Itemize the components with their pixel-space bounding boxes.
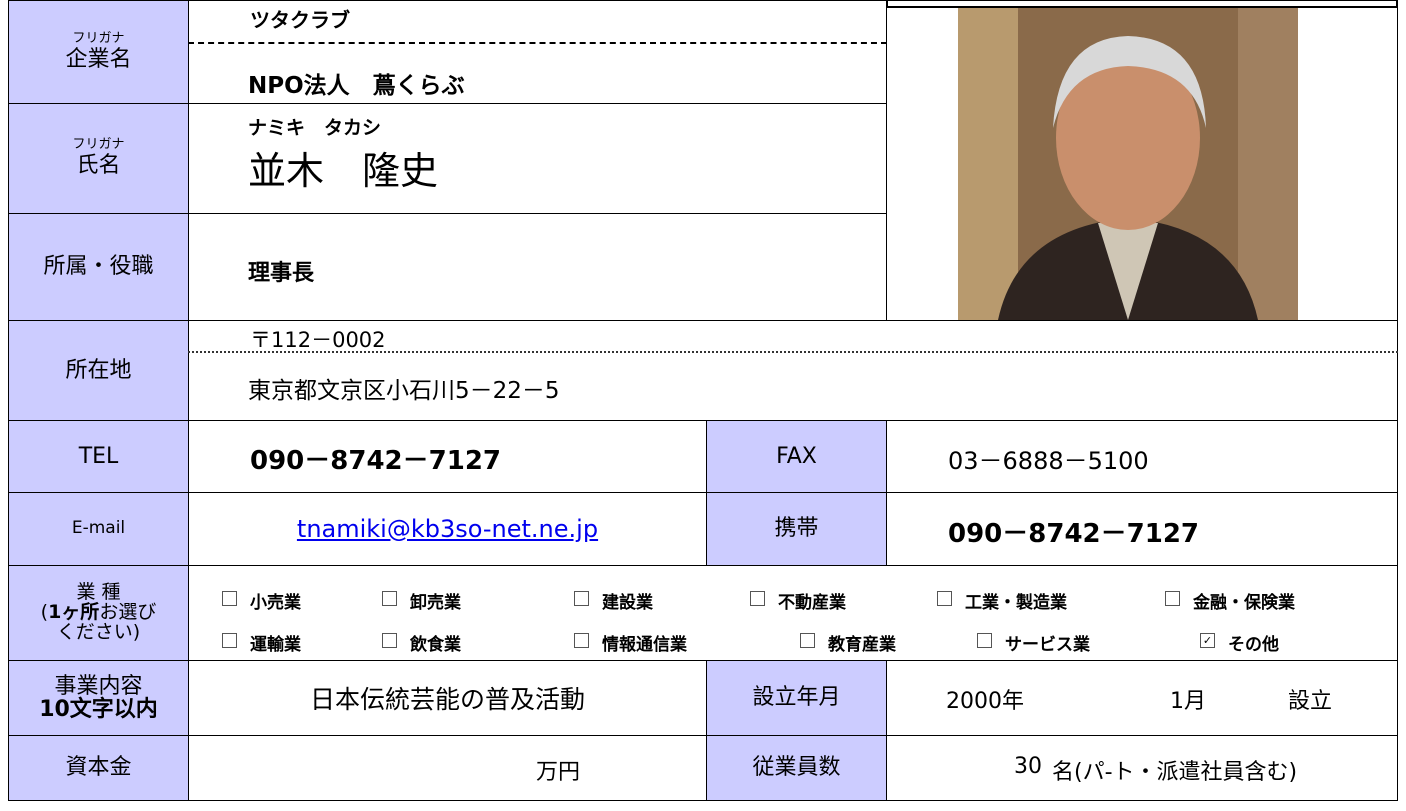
checkbox-label: 不動産業: [778, 593, 846, 613]
label-cell: 業 種 (1ヶ所お選び ください): [8, 565, 189, 661]
unit: 万円: [536, 760, 581, 785]
label-cell: 従業員数: [706, 735, 887, 801]
checkbox-label: 工業・製造業: [965, 593, 1067, 613]
cell: 日本伝統芸能の普及活動: [188, 660, 707, 736]
text: 1ヶ所: [48, 601, 100, 624]
label-cell: 所属・役職: [8, 213, 189, 321]
text: ください): [56, 620, 141, 643]
value: 日本伝統芸能の普及活動: [309, 685, 585, 714]
checkbox[interactable]: [977, 633, 992, 648]
zip: 〒112－0002: [250, 328, 386, 352]
divider: [188, 42, 887, 44]
label-note: 10文字以内: [39, 697, 158, 722]
checkbox[interactable]: [1165, 591, 1180, 606]
photo-bg: [1238, 8, 1298, 320]
label: 所属・役職: [43, 254, 154, 280]
checkbox-label: 卸売業: [410, 593, 461, 613]
suffix: 設立: [1288, 689, 1333, 714]
checkbox[interactable]: [800, 633, 815, 648]
checkbox-label: その他: [1228, 635, 1279, 655]
label: 携帯: [774, 516, 819, 542]
checkbox[interactable]: [222, 633, 237, 648]
checkbox[interactable]: ✓: [1200, 633, 1215, 648]
checkbox[interactable]: [382, 633, 397, 648]
photo-shirt: [1098, 223, 1158, 320]
checkbox[interactable]: [574, 633, 589, 648]
checkbox[interactable]: [222, 591, 237, 606]
label-cell: 設立年月: [706, 660, 887, 736]
label-cell: TEL: [8, 420, 189, 493]
tel: 090－8742－7127: [250, 446, 501, 476]
checkbox-label: 建設業: [602, 593, 653, 613]
label: 企業名: [65, 46, 132, 72]
company-name: NPO法人 蔦くらぶ: [248, 73, 465, 99]
label: 氏名: [76, 153, 121, 179]
label-cell: 資本金: [8, 735, 189, 801]
address: 東京都文京区小石川5－22－5: [248, 378, 560, 404]
label: 所在地: [65, 357, 132, 383]
checkbox[interactable]: [382, 591, 397, 606]
label: フリガナ: [72, 137, 125, 153]
label: 事業内容: [54, 673, 143, 699]
fax: 03－6888－5100: [948, 447, 1149, 475]
label: 設立年月: [752, 685, 841, 711]
furigana: ナミキ タカシ: [248, 117, 382, 139]
photo: [958, 8, 1298, 320]
cell: [188, 565, 1398, 661]
month: 1月: [1170, 689, 1206, 714]
label-cell: 所在地: [8, 320, 189, 421]
checkbox-label: 情報通信業: [602, 635, 687, 655]
unit: 名(パ-ト・派遣社員含む): [1052, 760, 1298, 785]
label: TEL: [78, 443, 119, 469]
divider: [188, 351, 1398, 353]
person-name: 並木 隆史: [248, 149, 439, 193]
checkbox-label: 運輸業: [250, 635, 301, 655]
photo-face: [1056, 46, 1200, 230]
photo-hair: [1053, 36, 1206, 128]
text: お選び: [99, 601, 157, 624]
employees: 30: [1014, 754, 1042, 779]
label-cell: フリガナ 氏名: [8, 103, 189, 214]
cell: tnamiki@kb3so-net.ne.jp: [188, 492, 707, 566]
cell: [886, 735, 1398, 801]
label-note: (1ヶ所お選び: [40, 601, 157, 624]
checkbox-label: サービス業: [1005, 635, 1090, 655]
label: 従業員数: [752, 755, 841, 781]
position: 理事長: [248, 261, 315, 286]
cell: [188, 735, 707, 801]
checkbox[interactable]: [750, 591, 765, 606]
checkbox[interactable]: [574, 591, 589, 606]
label-cell: 携帯: [706, 492, 887, 566]
checkbox-label: 教育産業: [828, 635, 896, 655]
label: 資本金: [65, 755, 132, 781]
label-cell: FAX: [706, 420, 887, 493]
photo-bg: [958, 8, 1018, 320]
email-link[interactable]: tnamiki@kb3so-net.ne.jp: [296, 515, 599, 543]
checkbox-label: 飲食業: [410, 635, 461, 655]
label-cell: フリガナ 企業名: [8, 0, 189, 104]
furigana: ツタクラブ: [250, 8, 350, 32]
label: FAX: [776, 443, 817, 469]
label-cell: 事業内容 10文字以内: [8, 660, 189, 736]
checkbox-label: 小売業: [250, 593, 301, 613]
label: 業 種: [76, 581, 121, 604]
mobile: 090－8742－7127: [948, 519, 1199, 549]
label: E-mail: [71, 518, 126, 539]
label: フリガナ: [72, 30, 125, 46]
checkbox[interactable]: [937, 591, 952, 606]
text: (: [40, 601, 49, 624]
label-cell: E-mail: [8, 492, 189, 566]
year: 2000年: [946, 689, 1024, 714]
checkbox-label: 金融・保険業: [1193, 593, 1295, 613]
